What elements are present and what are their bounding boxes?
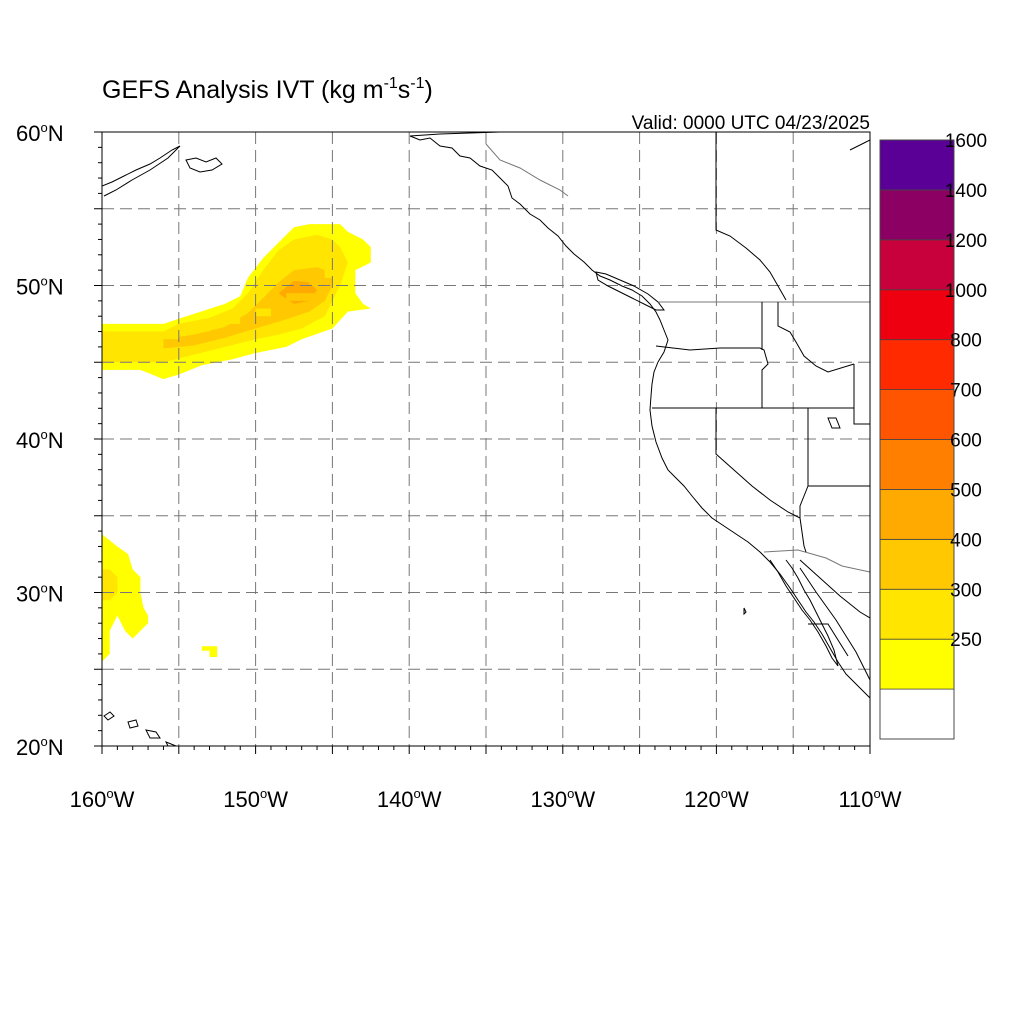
lon-label: 140oW [377,786,442,812]
border-nv-az [799,485,809,518]
colorbar-bin [879,339,955,390]
ivt-cell-6 [286,293,302,301]
longitude-labels: 160oW 150oW 140oW 130oW 120oW 110oW [70,786,902,812]
graticule-layer [102,132,870,746]
ivt-shading-layer [102,224,371,662]
colorbar-bin [879,239,955,291]
coastline-guadalupe [743,607,747,616]
coastline-hawaii-4 [164,741,177,746]
colorbar-bin [879,139,955,191]
lat-label: 20oN [16,734,64,760]
colorbar-bin [879,389,955,440]
border-id-mt [777,302,855,373]
ivt-region-6 [201,646,218,657]
colorbar-label: 250 [950,630,982,651]
latitude-labels: 60oN 50oN 40oN 30oN 20oN [16,120,64,760]
ivt-cell-9 [324,270,341,278]
colorbar: 250 300 400 500 600 700 800 1000 1200 1400 1600 [879,131,987,740]
colorbar-bin [879,189,955,241]
border-ca-nv [715,408,801,519]
ivt-cell-4 [224,316,241,324]
lat-label: 30oN [16,581,64,607]
ivt-cell-2 [163,331,179,340]
lon-label: 130oW [530,786,595,812]
colorbar-label: 500 [950,480,982,501]
colorbar-bin [879,489,955,540]
border-lake [827,417,841,429]
ivt-region-4 [102,534,149,662]
coastline-nw-island [185,157,223,173]
figure-title: GEFS Analysis IVT (kg m-1s-1) [102,75,433,104]
ivt-cell-8 [301,293,318,301]
coastline-us-west [649,361,870,699]
colorbar-label: 600 [950,431,982,452]
coastline-nw-alaska [102,145,181,197]
lat-label: 60oN [16,120,64,146]
border-az-sonora [799,517,807,553]
lon-label: 110oW [838,786,901,812]
colorbar-frame [879,139,955,740]
border-us-mexico [763,549,870,573]
colorbar-bin [879,289,955,341]
border-alberta-bc [715,132,787,301]
colorbar-bin [879,638,955,690]
lat-label: 40oN [16,427,64,453]
ivt-cell-3 [194,323,210,332]
colorbar-bin [879,588,955,640]
border-mex-state [799,559,870,619]
lon-label: 160oW [70,786,135,812]
colorbar-bin [879,439,955,490]
coastline-vancouver-island [595,271,665,311]
border-bc-alaska [485,143,569,197]
axis-ticks [94,131,871,754]
colorbar-label: 1600 [945,131,987,152]
coastline-hawaii-3 [145,729,161,739]
colorbar-label: 700 [950,381,982,402]
colorbar-label: 1400 [945,181,987,202]
lon-label: 120oW [684,786,749,812]
border-mex-state-2 [808,623,849,657]
coastline-baja [769,559,839,667]
colorbar-label: 1000 [945,281,987,302]
colorbar-bin [879,688,955,740]
lon-label: 150oW [223,786,288,812]
ivt-region-1 [102,234,348,363]
ivt-cell-5 [255,308,271,317]
coastline-ne-corner [849,139,870,151]
ivt-cell-0 [102,331,118,340]
coastline-mexico [799,567,870,681]
colorbar-label: 800 [950,331,982,352]
colorbar-bin [879,538,955,590]
boundary-layer [485,132,870,657]
border-wy [853,364,870,425]
lat-label: 50oN [16,274,64,300]
ivt-cell-7 [309,277,325,286]
colorbar-label: 1200 [945,231,987,252]
valid-time-label: Valid: 0000 UTC 04/23/2025 [632,113,870,134]
coastline-hawaii-1 [103,711,115,721]
colorbar-label: 300 [950,580,982,601]
coastline-hawaii-2 [127,719,139,729]
colorbar-label: 400 [950,530,982,551]
ivt-cell-1 [132,331,149,340]
